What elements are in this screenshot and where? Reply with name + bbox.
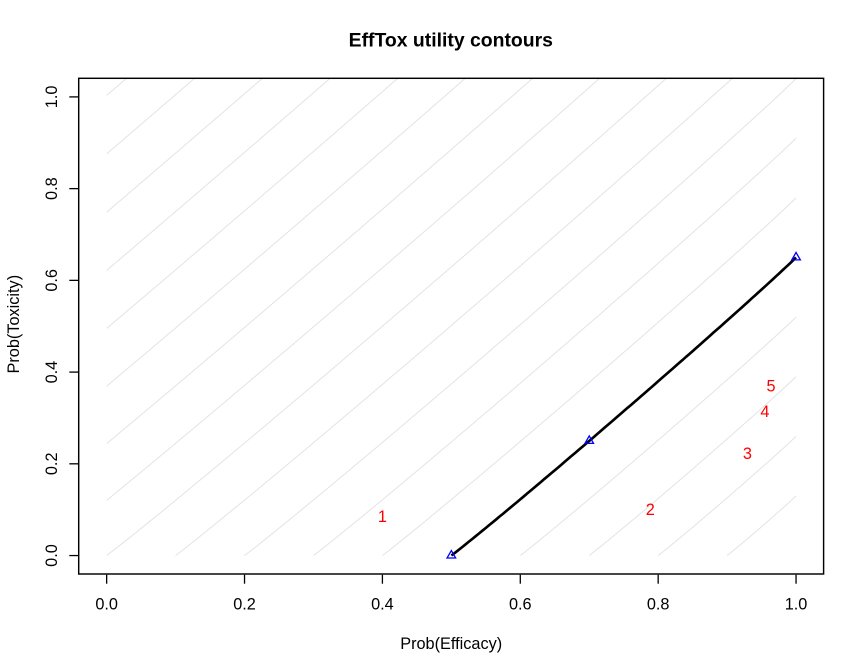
svg-text:0.0: 0.0 <box>43 544 61 567</box>
svg-text:0.6: 0.6 <box>509 595 532 613</box>
svg-text:1: 1 <box>378 508 387 526</box>
svg-text:3: 3 <box>743 445 752 463</box>
svg-text:Prob(Efficacy): Prob(Efficacy) <box>400 635 502 653</box>
svg-text:0.2: 0.2 <box>233 595 256 613</box>
svg-text:0.8: 0.8 <box>647 595 670 613</box>
svg-text:0.0: 0.0 <box>95 595 118 613</box>
svg-text:0.4: 0.4 <box>43 361 61 384</box>
svg-text:1.0: 1.0 <box>43 86 61 109</box>
svg-text:4: 4 <box>760 403 769 421</box>
svg-text:0.8: 0.8 <box>43 177 61 200</box>
svg-text:EffTox utility contours: EffTox utility contours <box>349 30 553 52</box>
svg-text:Prob(Toxicity): Prob(Toxicity) <box>5 275 23 374</box>
svg-text:1.0: 1.0 <box>785 595 808 613</box>
svg-text:0.4: 0.4 <box>371 595 394 613</box>
svg-text:2: 2 <box>646 501 655 519</box>
svg-text:5: 5 <box>766 377 775 395</box>
svg-text:0.6: 0.6 <box>43 269 61 292</box>
svg-text:0.2: 0.2 <box>43 452 61 475</box>
